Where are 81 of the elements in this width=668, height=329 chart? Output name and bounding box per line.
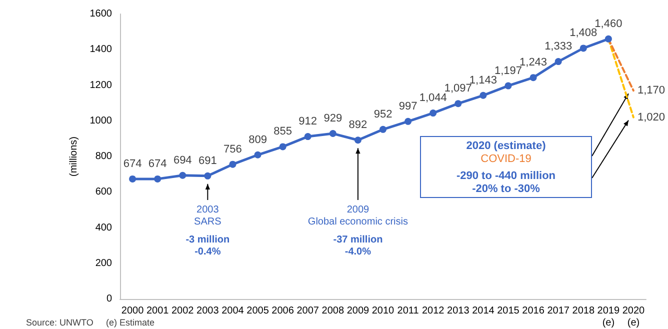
point — [279, 143, 286, 150]
source-note: Source: UNWTO — [26, 318, 94, 328]
x-tick-label: 2013 — [447, 306, 470, 316]
data-label: 1,333 — [544, 40, 572, 53]
y-tick-label: 1000 — [90, 115, 112, 126]
annotation: -290 to -440 million -20% to -30% — [455, 170, 557, 196]
point — [530, 74, 537, 82]
data-label: 1,197 — [494, 64, 522, 77]
data-label: 1,170 — [637, 84, 666, 97]
x-tick-label: 2001 — [146, 306, 170, 316]
data-label: 809 — [248, 134, 267, 146]
y-tick-label: 1200 — [90, 80, 112, 91]
x-tick-label: 2004 — [222, 306, 244, 316]
x-tick-label: 2011 — [397, 306, 420, 316]
x-tick-label: 2007 — [296, 306, 320, 316]
point — [404, 118, 412, 125]
data-label: 691 — [198, 154, 217, 167]
point — [604, 35, 612, 42]
point — [329, 130, 336, 138]
y-axis-title: (millions) — [68, 136, 80, 176]
point — [254, 151, 262, 158]
data-label: 855 — [274, 126, 292, 138]
text: (e) Estimate — [106, 318, 155, 328]
data-label: 912 — [298, 116, 318, 128]
data-label: 1,097 — [444, 82, 472, 95]
point — [129, 175, 136, 182]
x-tick-label: 2010 — [372, 306, 395, 316]
x-tick-label: 2002 — [171, 306, 194, 316]
point — [504, 82, 512, 90]
x-tick-label: 2012 — [422, 306, 445, 316]
data-label: 892 — [348, 119, 368, 132]
data-label: 674 — [148, 158, 167, 170]
y-tick-label: 600 — [95, 186, 112, 198]
y-tick-label: 1600 — [90, 8, 112, 20]
point — [580, 44, 587, 52]
x-tick-label: 2008 — [322, 306, 344, 316]
data-label: 997 — [398, 100, 418, 112]
point — [480, 92, 487, 99]
annotation: 2020 (estimate) — [465, 140, 547, 153]
data-label: 674 — [123, 158, 142, 170]
y-tick-label: 200 — [95, 258, 112, 269]
data-label: 929 — [324, 112, 342, 125]
point — [179, 172, 186, 179]
annotation: 2003 SARS — [194, 204, 222, 228]
x-tick-label: 2003 — [196, 306, 220, 316]
y-tick-label: 800 — [95, 151, 112, 162]
point — [354, 136, 362, 144]
x-tick-label: 2005 — [246, 306, 270, 316]
y-tick-label: 1400 — [90, 44, 112, 56]
annotation: -3 million -0.4% — [186, 234, 230, 258]
data-label: 1,020 — [637, 111, 666, 124]
point — [554, 58, 562, 66]
point — [430, 110, 437, 117]
point — [380, 126, 386, 133]
x-tick-label: 2019 (e) — [597, 306, 620, 328]
point — [229, 160, 236, 168]
x-tick-label: 2018 — [572, 306, 595, 316]
annotation: -37 million -4.0% — [333, 234, 383, 258]
point — [454, 100, 462, 108]
data-label: 952 — [374, 108, 392, 120]
x-tick-label: 2016 — [522, 306, 545, 316]
data-label: 1,460 — [594, 18, 622, 30]
y-tick-label: 0 — [106, 294, 112, 304]
x-tick-label: 2000 — [121, 306, 144, 316]
data-label: 756 — [224, 143, 242, 156]
point — [154, 175, 162, 182]
x-tick-label: 2020 (e) — [622, 306, 646, 328]
data-label: 1,408 — [570, 27, 598, 40]
y-tick-label: 400 — [95, 222, 112, 234]
x-tick-label: 2017 — [547, 306, 570, 316]
x-tick-label: 2015 — [497, 306, 520, 316]
point — [304, 133, 312, 140]
point — [204, 172, 212, 180]
x-tick-label: 2006 — [272, 306, 294, 316]
annotation: COVID-19 — [480, 153, 532, 166]
annotation: 2009 Global economic crisis — [308, 204, 408, 228]
text-box: 2020 (estimate) COVID-19 -290 to -440 million -20% to -30% — [420, 136, 592, 198]
data-label: 694 — [173, 154, 192, 166]
x-tick-label: 2014 — [472, 306, 495, 316]
x-tick-label: 2009 — [346, 306, 370, 316]
data-label: 1,044 — [419, 92, 447, 104]
